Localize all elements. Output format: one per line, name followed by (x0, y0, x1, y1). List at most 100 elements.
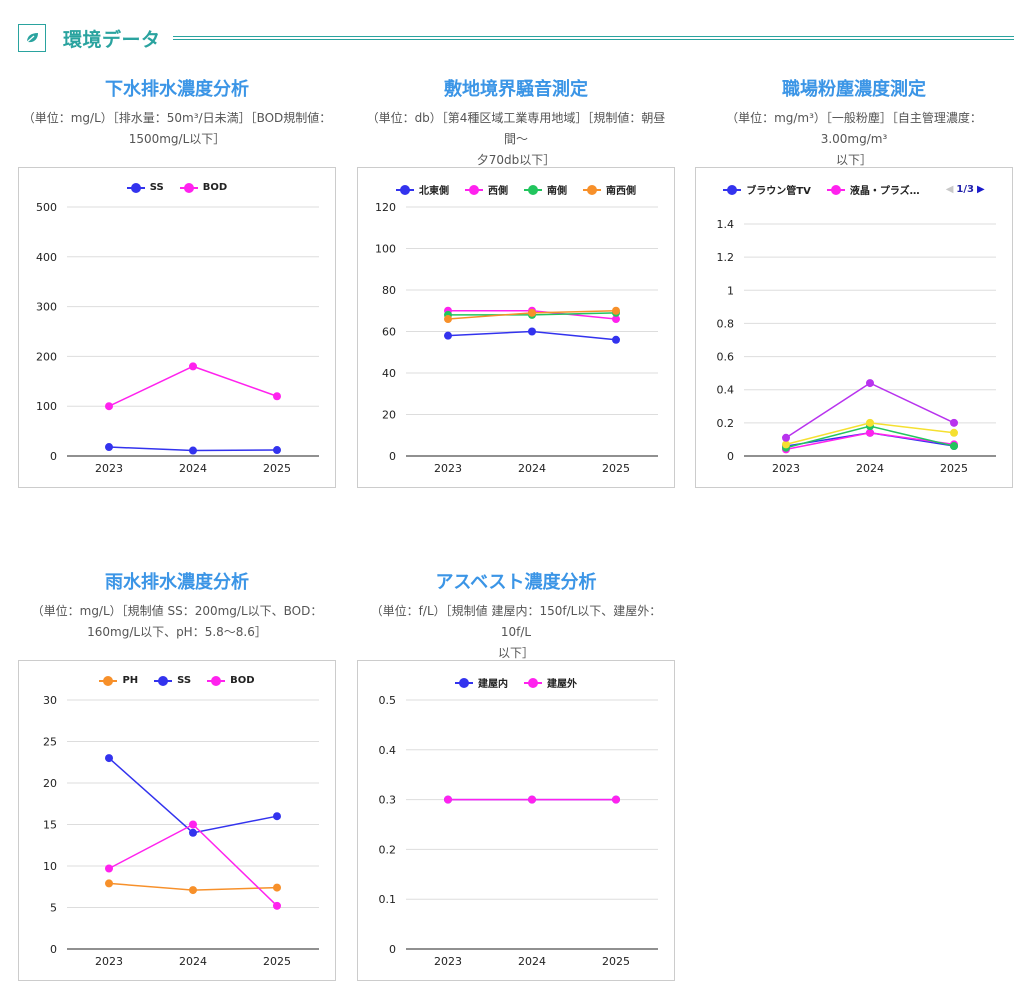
legend-marker-icon (154, 675, 173, 686)
y-axis-tick-label: 20 (382, 409, 396, 422)
y-axis-tick-label: 100 (36, 400, 57, 413)
legend-item[interactable]: 建屋内 (455, 675, 508, 690)
y-axis-tick-label: 0 (389, 450, 396, 463)
chart-plot: 0 100 200 300 400 500 2023 2024 2025 (36, 201, 319, 475)
data-point (105, 402, 113, 411)
chart-title: 職場粉塵濃度測定 (782, 79, 926, 100)
data-point (528, 308, 536, 317)
x-axis-tick-label: 2024 (856, 462, 884, 475)
legend-label: 液晶・プラズ… (849, 186, 920, 197)
chart-subtitle: （単位：db）［第4種区域工業専用地域］［規制値：朝昼間～ 夕70db以下］ (357, 108, 675, 167)
data-point (273, 883, 281, 892)
legend-item[interactable]: SS (126, 182, 164, 193)
section-title: 環境データ (63, 28, 161, 51)
section-divider (172, 36, 1014, 40)
data-point (528, 795, 536, 804)
y-axis-tick-label: 0.5 (379, 694, 397, 707)
x-axis-tick-label: 2025 (263, 462, 291, 475)
y-axis-tick-label: 200 (36, 350, 57, 363)
legend-next-arrow-icon[interactable]: ▶ (976, 184, 985, 195)
chart-plot: 0 20 40 60 80 100 120 2023 2024 2025 (375, 201, 658, 475)
x-axis-tick-label: 2025 (940, 462, 968, 475)
legend-label: 南側 (547, 186, 567, 197)
x-axis-tick-label: 2024 (518, 462, 546, 475)
legend-marker-icon (524, 184, 542, 195)
line-chart[interactable]: 0 0.2 0.4 0.6 0.8 1 1.2 1.4 2023 2024 2025 ブラウン管TV 液… (695, 167, 1013, 488)
chart-subtitle-line: 以下］ (497, 646, 534, 660)
legend-item[interactable]: SS (154, 675, 191, 686)
x-axis-tick-label: 2024 (518, 955, 546, 968)
y-axis-tick-label: 1.2 (717, 251, 735, 264)
line-chart[interactable]: 0 0.1 0.2 0.3 0.4 0.5 2023 2024 2025 建屋内 建屋外 (357, 660, 675, 981)
y-axis-tick-label: 0 (50, 943, 57, 956)
chart-subtitle-line: （単位：f/L）［規制値 建屋内：150f/L以下、建屋外：10f/L (370, 604, 662, 639)
data-point (273, 901, 281, 910)
legend-item[interactable]: BOD (207, 675, 255, 686)
chart-subtitle-line: （単位：db）［第4種区域工業専用地域］［規制値：朝昼間～ (366, 111, 666, 146)
chart-subtitle: （単位：f/L）［規制値 建屋内：150f/L以下、建屋外：10f/L 以下］ (357, 601, 675, 660)
y-axis-tick-label: 0.8 (717, 317, 735, 330)
y-axis-tick-label: 0 (727, 450, 734, 463)
chart-title: アスベスト濃度分析 (435, 572, 597, 593)
chart-subtitle-line: （単位：mg/L）［規制値 SS：200mg/L以下、BOD： (31, 604, 323, 618)
legend-item[interactable]: BOD (179, 182, 227, 193)
legend-item[interactable]: ブラウン管TV (723, 182, 811, 197)
chart-card-noise: 敷地境界騒音測定 （単位：db）［第4種区域工業専用地域］［規制値：朝昼間～ 夕… (357, 76, 675, 488)
chart-subtitle: （単位：mg/L）［規制値 SS：200mg/L以下、BOD： 160mg/L以… (18, 601, 336, 647)
legend-label: PH (122, 675, 139, 686)
legend-marker-icon (396, 184, 414, 195)
y-axis-tick-label: 0.4 (379, 744, 397, 757)
data-point (950, 428, 958, 437)
data-point (105, 864, 113, 873)
chart-subtitle: （単位：mg/L）［排水量：50m³/日未満］［BOD規制値： 1500mg/L… (18, 108, 336, 154)
legend-item[interactable]: 西側 (465, 182, 508, 197)
legend-label: 南西側 (606, 186, 636, 197)
legend-item[interactable]: PH (99, 675, 138, 686)
legend-marker-icon (826, 184, 845, 195)
legend-label: 北東側 (419, 186, 449, 197)
legend-label: 西側 (488, 186, 508, 197)
chart-title: 敷地境界騒音測定 (444, 79, 588, 100)
data-point (189, 362, 197, 371)
data-point (866, 379, 874, 388)
line-chart[interactable]: 0 100 200 300 400 500 2023 2024 2025 SS BOD (18, 167, 336, 488)
legend-marker-icon (455, 677, 473, 688)
section-header: 環境データ (18, 22, 1014, 54)
legend-item[interactable]: 液晶・プラズ… (826, 182, 920, 197)
chart-subtitle-line: 夕70db以下］ (476, 153, 556, 167)
chart-subtitle-line: 以下］ (835, 153, 872, 167)
legend-item[interactable]: 北東側 (396, 182, 449, 197)
y-axis-tick-label: 500 (36, 201, 57, 214)
line-chart[interactable]: 0 20 40 60 80 100 120 2023 2024 2025 北東側 西側 南側 南西側 (357, 167, 675, 488)
y-axis-tick-label: 300 (36, 301, 57, 314)
chart-subtitle-line: 1500mg/L以下］ (128, 132, 226, 146)
legend-marker-icon (583, 184, 601, 195)
data-point (444, 331, 452, 340)
chart-subtitle-line: （単位：mg/m³）［一般粉塵］［自主管理濃度：3.00mg/m³ (726, 111, 982, 146)
data-point (189, 886, 197, 895)
legend-marker-icon (723, 184, 742, 195)
y-axis-tick-label: 1 (727, 284, 734, 297)
legend-marker-icon (207, 675, 226, 686)
legend-marker-icon (99, 675, 118, 686)
data-point (444, 795, 452, 804)
chart-card-sewage: 下水排水濃度分析 （単位：mg/L）［排水量：50m³/日未満］［BOD規制値：… (18, 76, 336, 488)
data-point (189, 446, 197, 455)
data-point (105, 754, 113, 763)
legend-item[interactable]: 建屋外 (524, 675, 577, 690)
legend-item[interactable]: 南側 (524, 182, 567, 197)
chart-subtitle: （単位：mg/m³）［一般粉塵］［自主管理濃度：3.00mg/m³ 以下］ (695, 108, 1013, 167)
legend-item[interactable]: 南西側 (583, 182, 636, 197)
data-point (782, 440, 790, 449)
chart-subtitle-line: （単位：mg/L）［排水量：50m³/日未満］［BOD規制値： (22, 111, 332, 125)
data-point (528, 327, 536, 336)
y-axis-tick-label: 0 (389, 943, 396, 956)
legend-label: BOD (230, 675, 255, 686)
data-point (273, 446, 281, 455)
line-chart[interactable]: 0 5 10 15 20 25 30 2023 2024 2025 PH SS BOD (18, 660, 336, 981)
y-axis-tick-label: 10 (43, 860, 57, 873)
chart-card-rainwater: 雨水排水濃度分析 （単位：mg/L）［規制値 SS：200mg/L以下、BOD：… (18, 569, 336, 981)
y-axis-tick-label: 25 (43, 736, 57, 749)
legend-prev-arrow-icon[interactable]: ◀ (945, 184, 954, 195)
y-axis-tick-label: 40 (382, 367, 396, 380)
